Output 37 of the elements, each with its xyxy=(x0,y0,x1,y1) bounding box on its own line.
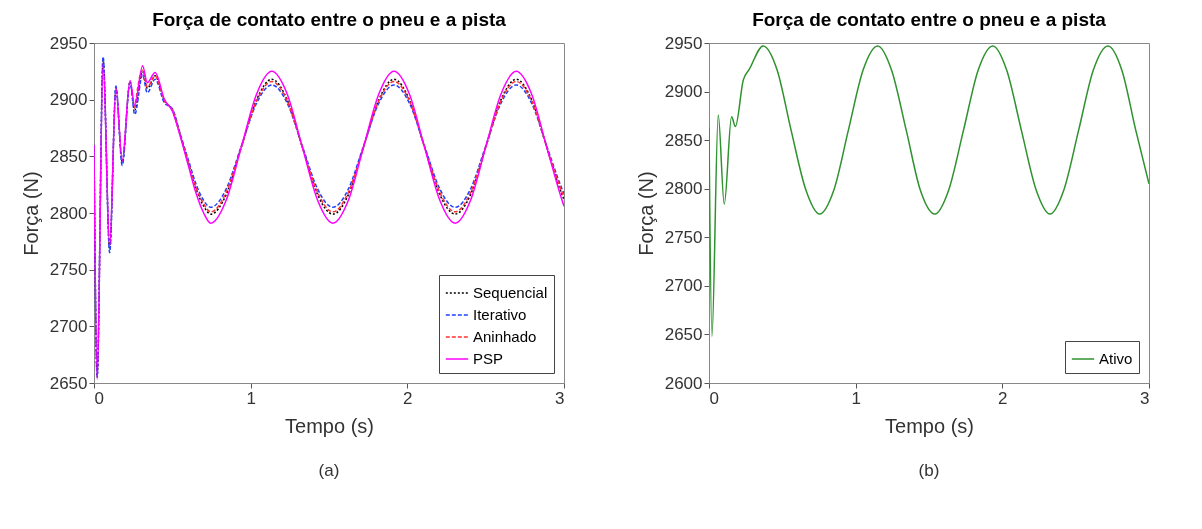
x-axis-title: Tempo (s) xyxy=(285,414,374,437)
chart-title: Força de contato entre o pneu e a pista xyxy=(752,9,1107,30)
y-tick-label: 2950 xyxy=(664,33,703,53)
y-tick-label: 2850 xyxy=(49,146,88,166)
chart-title: Força de contato entre o pneu e a pista xyxy=(152,9,507,30)
y-tick-label: 2650 xyxy=(49,373,88,393)
y-tick-label: 2700 xyxy=(49,316,88,336)
y-tick-label: 2850 xyxy=(664,130,703,150)
legend-label: Sequencial xyxy=(473,284,548,301)
x-tick-label: 1 xyxy=(246,388,256,408)
x-tick-label: 2 xyxy=(403,388,413,408)
legend-label: PSP xyxy=(473,350,504,367)
x-tick-label: 0 xyxy=(94,388,104,408)
y-tick-label: 2800 xyxy=(664,179,703,199)
y-tick-label: 2650 xyxy=(664,324,703,344)
x-tick-label: 1 xyxy=(851,388,861,408)
y-tick-label: 2900 xyxy=(664,82,703,102)
y-tick-label: 2950 xyxy=(49,33,88,53)
legend-label: Iterativo xyxy=(473,306,527,323)
x-tick-label: 3 xyxy=(555,388,565,408)
y-axis-title: Força (N) xyxy=(634,171,657,256)
y-tick-label: 2900 xyxy=(49,90,88,110)
y-tick-label: 2750 xyxy=(49,260,88,280)
x-axis-title: Tempo (s) xyxy=(885,414,974,437)
y-tick-label: 2800 xyxy=(49,203,88,223)
y-axis-title: Força (N) xyxy=(19,171,42,256)
legend-label: Aninhado xyxy=(473,328,537,345)
x-tick-label: 0 xyxy=(709,388,719,408)
x-tick-label: 2 xyxy=(998,388,1008,408)
text: (b) xyxy=(918,461,940,480)
x-tick-label: 3 xyxy=(1140,388,1150,408)
text: (a) xyxy=(318,461,340,480)
legend-label: Ativo xyxy=(1099,350,1133,367)
y-tick-label: 2600 xyxy=(664,373,703,393)
y-tick-label: 2750 xyxy=(664,227,703,247)
y-tick-label: 2700 xyxy=(664,276,703,296)
line-series xyxy=(133,69,564,213)
